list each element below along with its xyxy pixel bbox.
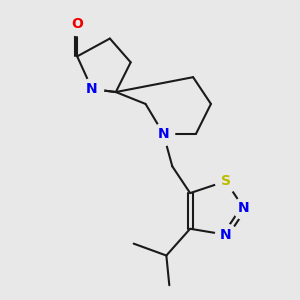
- Text: S: S: [221, 174, 231, 188]
- Text: N: N: [220, 228, 232, 242]
- Text: N: N: [86, 82, 98, 96]
- Text: N: N: [238, 201, 249, 215]
- Text: O: O: [71, 17, 83, 31]
- Text: N: N: [158, 127, 169, 141]
